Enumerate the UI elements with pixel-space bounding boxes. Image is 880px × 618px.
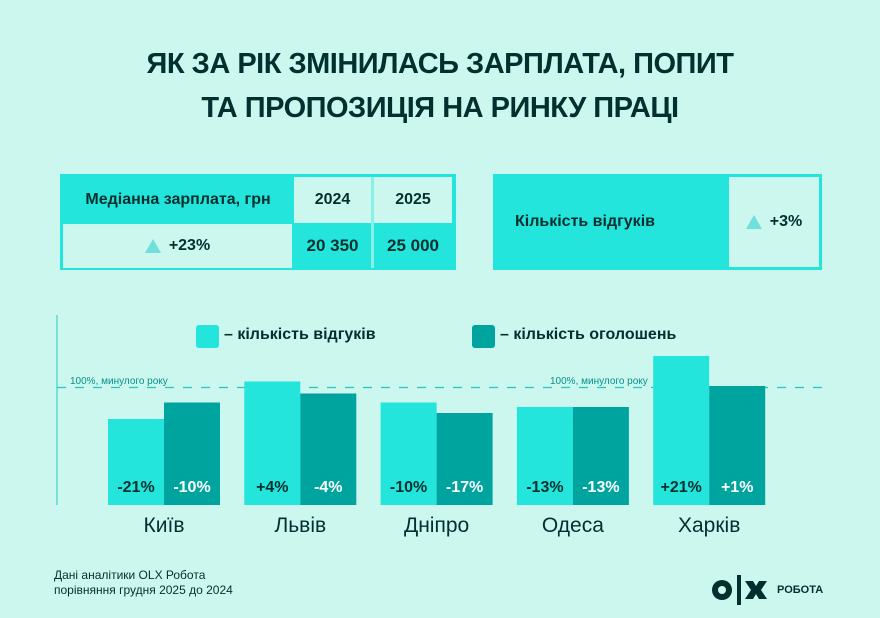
footer-line-1: Дані аналітики OLX Робота [54,568,206,582]
legend-swatch-vacancies [472,325,495,348]
responses-label-text: Кількість відгуків [515,213,655,230]
bar-value-label: +4% [256,479,288,496]
salary-change: +23% [63,224,292,268]
footer-line-2: порівняння грудня 2025 до 2024 [54,583,233,597]
bar-value-label: -4% [314,479,342,496]
salary-col-divider [371,177,374,268]
triangle-up-icon [144,239,161,253]
bar-responses [244,381,301,505]
olx-robota-logo: РОБОТА [711,575,823,605]
bar-vacancies [709,386,766,505]
footer-note: Дані аналітики OLX Робота порівняння гру… [54,568,233,598]
salary-header: Медіанна зарплата, грн [63,177,293,223]
year-2025-text: 2025 [395,191,431,208]
reference-label-left: 100%, минулого року [70,376,168,387]
title-line-2: ТА ПРОПОЗИЦІЯ НА РИНКУ ПРАЦІ [201,92,679,124]
salary-change-text: +23% [168,237,211,254]
bar-responses [516,407,573,505]
category-label: Дніпро [404,514,469,537]
bar-value-label: -10% [173,479,210,496]
responses-change: +3% [729,174,822,270]
bar-vacancies [164,402,220,505]
bar-value-label: -21% [117,479,154,496]
olx-logo-icon [712,575,767,605]
bar-vacancies [436,413,493,505]
legend-label-responses: – кількість відгуків [224,326,376,343]
bar-vacancies [300,393,357,505]
bar-responses [380,402,437,505]
reference-label-right: 100%, минулого року [550,376,648,387]
triangle-up-icon [745,215,762,229]
bar-responses [108,419,164,505]
bar-value-label: -17% [446,479,483,496]
category-label: Одеса [542,514,604,537]
salary-2025-text: 25 000 [387,236,439,255]
bar-value-label: +1% [721,479,753,496]
category-label: Харків [678,514,740,537]
legend-swatch-responses [196,325,219,348]
bar-value-label: -13% [526,479,563,496]
responses-label: Кількість відгуків [493,174,729,270]
bar-value-label: -13% [582,479,619,496]
title-line-1: ЯК ЗА РІК ЗМІНИЛАСЬ ЗАРПЛАТА, ПОПИТ [146,48,734,80]
year-2024: 2024 [294,177,371,223]
category-label: Київ [144,514,185,537]
salary-2024-text: 20 350 [306,236,359,255]
bar-vacancies [572,407,629,505]
salary-header-text: Медіанна зарплата, грн [85,191,271,208]
page-title: ЯК ЗА РІК ЗМІНИЛАСЬ ЗАРПЛАТА, ПОПИТ ТА П… [0,42,880,130]
salary-2025: 25 000 [374,224,452,268]
year-2025: 2025 [374,177,452,223]
year-2024-text: 2024 [314,191,351,208]
bar-value-label: +21% [661,479,702,496]
responses-change-text: +3% [769,213,803,230]
legend-label-vacancies: – кількість оголошень [500,326,677,343]
salary-2024: 20 350 [294,224,371,268]
bar-value-label: -10% [390,479,427,496]
logo-text: РОБОТА [777,584,824,596]
category-label: Львів [274,514,326,537]
bar-responses [653,356,710,505]
